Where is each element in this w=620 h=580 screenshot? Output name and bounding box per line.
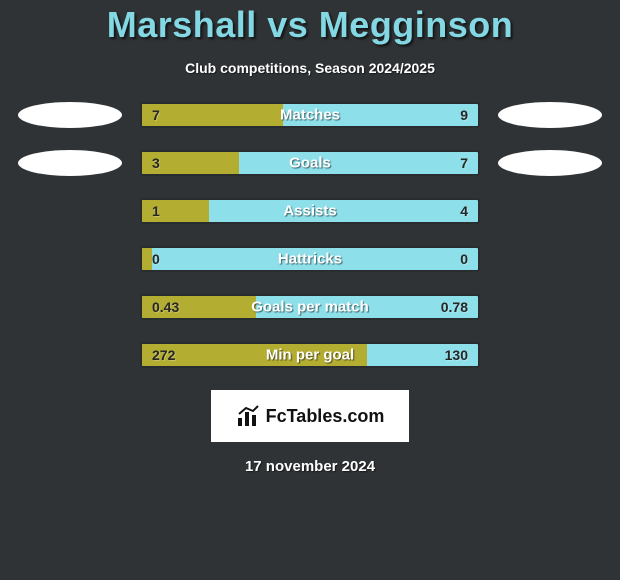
right-value: 4: [460, 203, 468, 219]
comparison-widget: Marshall vs Megginson Club competitions,…: [0, 0, 620, 475]
footer-date: 17 november 2024: [0, 458, 620, 475]
stat-bar: 3 Goals 7: [140, 150, 480, 176]
right-badge: [498, 150, 602, 176]
right-value: 130: [445, 347, 468, 363]
logo-text: FcTables.com: [266, 406, 385, 427]
right-badge: [498, 102, 602, 128]
stat-row: 3 Goals 7: [0, 150, 620, 176]
right-value: 0.78: [441, 299, 468, 315]
page-title: Marshall vs Megginson: [0, 4, 620, 46]
left-value: 3: [152, 155, 160, 171]
left-fill: [142, 104, 283, 126]
stat-row: 1 Assists 4: [0, 198, 620, 224]
left-value: 1: [152, 203, 160, 219]
stat-label: Goals per match: [251, 299, 369, 316]
left-fill: [142, 248, 152, 270]
stat-label: Goals: [289, 155, 331, 172]
stat-row: 7 Matches 9: [0, 102, 620, 128]
right-value: 7: [460, 155, 468, 171]
fctables-logo: FcTables.com: [211, 390, 409, 442]
right-value: 9: [460, 107, 468, 123]
left-value: 0: [152, 251, 160, 267]
stat-bar: 1 Assists 4: [140, 198, 480, 224]
stat-row: 272 Min per goal 130: [0, 342, 620, 368]
left-value: 272: [152, 347, 175, 363]
stat-bar: 272 Min per goal 130: [140, 342, 480, 368]
left-value: 0.43: [152, 299, 179, 315]
left-badge: [18, 102, 122, 128]
stat-label: Matches: [280, 107, 340, 124]
subtitle: Club competitions, Season 2024/2025: [0, 60, 620, 76]
stat-label: Assists: [283, 203, 336, 220]
left-value: 7: [152, 107, 160, 123]
stat-row: 0.43 Goals per match 0.78: [0, 294, 620, 320]
left-badge: [18, 150, 122, 176]
stat-bar: 0 Hattricks 0: [140, 246, 480, 272]
stat-row: 0 Hattricks 0: [0, 246, 620, 272]
stat-bar: 0.43 Goals per match 0.78: [140, 294, 480, 320]
stat-bar: 7 Matches 9: [140, 102, 480, 128]
stats-list: 7 Matches 9 3 Goals 7 1 Assists 4 0 Hattricks 0 0.43…: [0, 102, 620, 368]
stat-label: Min per goal: [266, 347, 354, 364]
chart-icon: [236, 404, 260, 428]
right-value: 0: [460, 251, 468, 267]
stat-label: Hattricks: [278, 251, 342, 268]
